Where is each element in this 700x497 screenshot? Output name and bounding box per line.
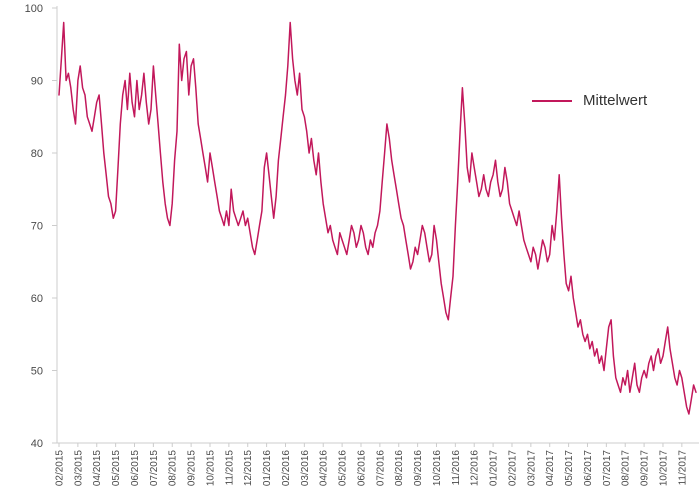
x-tick-label: 01/2017 [489,450,500,487]
x-tick-label: 08/2015 [168,450,179,487]
x-tick-label: 09/2017 [640,450,651,487]
x-tick-label: 11/2015 [224,450,235,486]
y-tick-label: 40 [31,438,43,450]
y-tick-label: 80 [31,148,43,160]
x-tick-label: 08/2016 [394,450,405,487]
x-tick-label: 08/2017 [621,450,632,487]
x-tick-label: 07/2016 [375,450,386,487]
x-tick-label: 03/2016 [300,450,311,487]
x-tick-label: 05/2017 [564,450,575,487]
legend-line-swatch [532,99,572,102]
x-tick-label: 01/2016 [262,450,273,487]
x-tick-label: 12/2016 [470,450,481,487]
x-tick-label: 07/2015 [149,450,160,487]
x-tick-label: 02/2017 [507,450,518,487]
y-tick-label: 60 [31,293,43,305]
x-tick-label: 04/2016 [319,450,330,487]
y-tick-label: 100 [25,3,43,15]
x-tick-label: 05/2016 [338,450,349,487]
x-tick-label: 03/2017 [526,450,537,487]
x-tick-label: 12/2015 [243,450,254,487]
x-tick-label: 10/2015 [205,450,216,487]
x-tick-label: 07/2017 [602,450,613,487]
x-tick-label: 04/2015 [92,450,103,487]
x-tick-label: 03/2015 [73,450,84,487]
x-tick-label: 10/2017 [658,450,669,487]
y-tick-label: 90 [31,76,43,88]
x-tick-label: 09/2016 [413,450,424,487]
x-tick-label: 02/2016 [281,450,292,487]
legend: Mittelwert [532,92,647,109]
x-tick-label: 11/2016 [451,450,462,486]
x-tick-label: 05/2015 [111,450,122,487]
x-tick-label: 02/2015 [55,450,66,487]
x-tick-label: 11/2017 [677,450,688,486]
y-tick-label: 50 [31,366,43,378]
legend-label: Mittelwert [583,92,648,109]
x-tick-label: 04/2017 [545,450,556,487]
series-line-mittelwert [58,21,697,415]
x-tick-label: 09/2015 [187,450,198,487]
x-tick-label: 06/2016 [356,450,367,487]
x-tick-label: 06/2017 [583,450,594,487]
y-tick-label: 70 [31,221,43,233]
x-tick-label: 10/2016 [432,450,443,487]
x-tick-label: 06/2015 [130,450,141,487]
